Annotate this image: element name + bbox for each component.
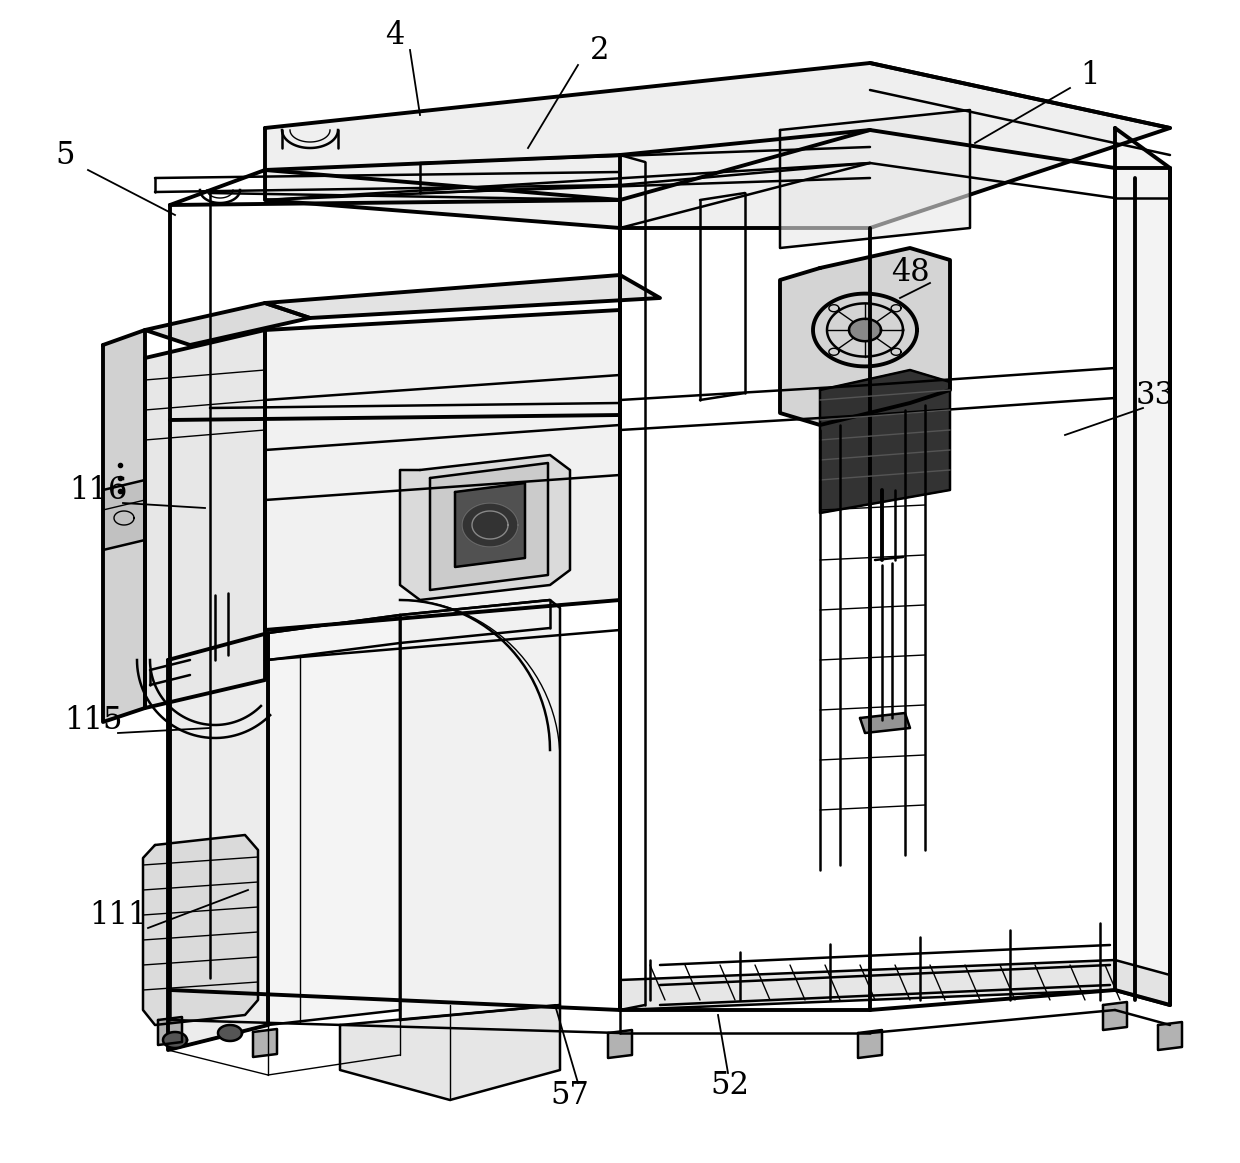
Polygon shape bbox=[167, 633, 268, 1050]
Polygon shape bbox=[858, 1030, 882, 1058]
Text: 5: 5 bbox=[56, 140, 74, 171]
Text: 52: 52 bbox=[711, 1070, 749, 1100]
Polygon shape bbox=[820, 370, 950, 513]
Text: 116: 116 bbox=[68, 475, 128, 506]
Polygon shape bbox=[103, 480, 145, 550]
Polygon shape bbox=[780, 248, 950, 424]
Polygon shape bbox=[162, 1032, 187, 1048]
Polygon shape bbox=[430, 463, 548, 590]
Text: 48: 48 bbox=[890, 257, 929, 287]
Polygon shape bbox=[401, 600, 560, 1020]
Polygon shape bbox=[143, 835, 258, 1025]
Polygon shape bbox=[1115, 128, 1171, 1005]
Text: 4: 4 bbox=[386, 20, 404, 50]
Text: 33: 33 bbox=[1136, 379, 1174, 411]
Text: 1: 1 bbox=[1080, 59, 1100, 91]
Text: 57: 57 bbox=[551, 1079, 589, 1111]
Polygon shape bbox=[265, 274, 660, 317]
Polygon shape bbox=[103, 330, 145, 722]
Polygon shape bbox=[463, 504, 518, 547]
Polygon shape bbox=[145, 304, 310, 345]
Polygon shape bbox=[849, 319, 880, 341]
Polygon shape bbox=[455, 483, 525, 568]
Polygon shape bbox=[218, 1025, 242, 1041]
Text: 2: 2 bbox=[590, 35, 610, 65]
Polygon shape bbox=[401, 455, 570, 600]
Polygon shape bbox=[861, 713, 910, 733]
Polygon shape bbox=[157, 1016, 182, 1046]
Text: 115: 115 bbox=[63, 705, 123, 735]
Polygon shape bbox=[340, 1005, 560, 1100]
Polygon shape bbox=[265, 311, 620, 630]
Polygon shape bbox=[780, 110, 970, 248]
Polygon shape bbox=[145, 330, 265, 708]
Text: 111: 111 bbox=[89, 899, 148, 930]
Polygon shape bbox=[268, 615, 401, 1025]
Polygon shape bbox=[265, 63, 1171, 228]
Polygon shape bbox=[1158, 1022, 1182, 1050]
Polygon shape bbox=[253, 1029, 277, 1057]
Polygon shape bbox=[620, 959, 1171, 1009]
Polygon shape bbox=[1104, 1003, 1127, 1030]
Polygon shape bbox=[608, 1030, 632, 1058]
